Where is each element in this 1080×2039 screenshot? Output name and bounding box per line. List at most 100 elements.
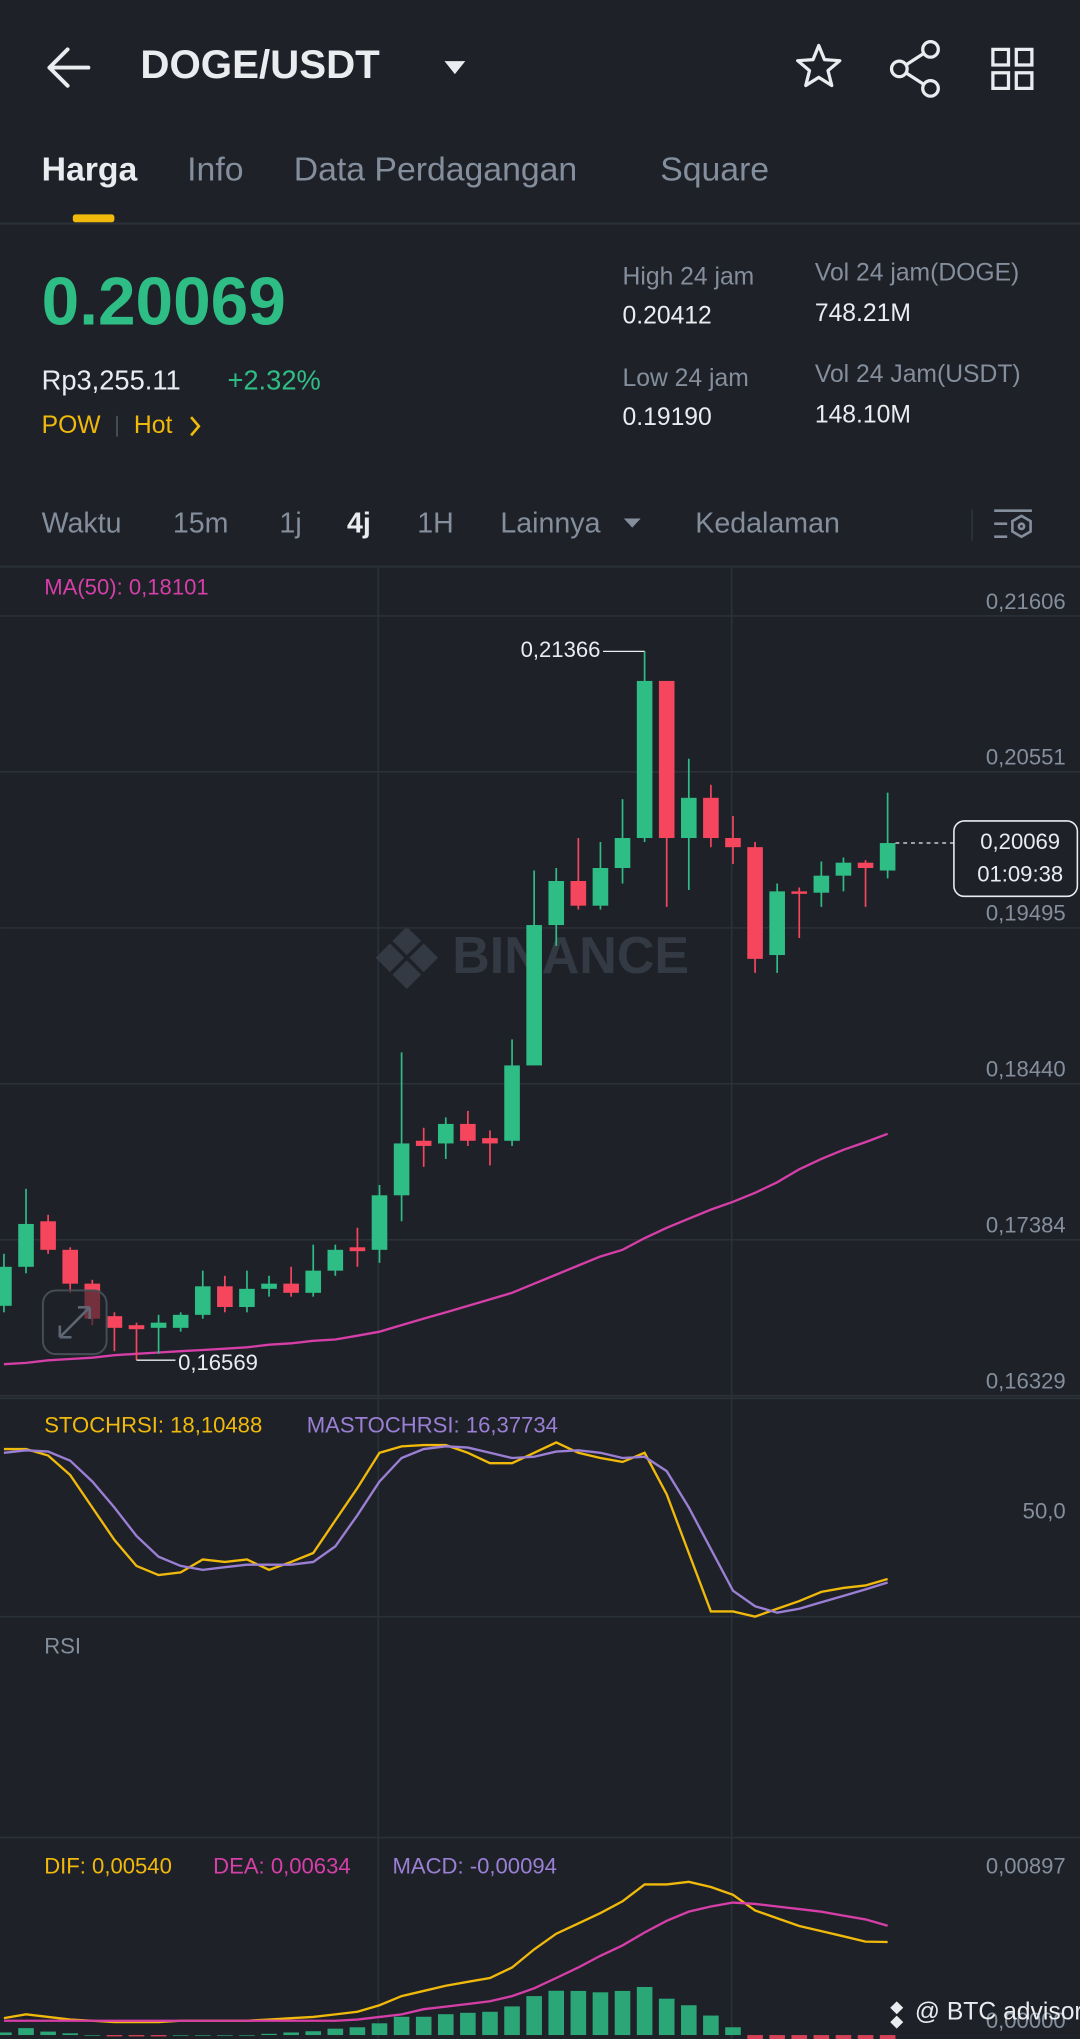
tab[interactable]: Square — [660, 150, 769, 188]
back-button[interactable] — [47, 47, 91, 88]
histogram-bar — [460, 2012, 476, 2036]
candle-body — [681, 797, 697, 839]
watermark-text: BINANCE — [452, 927, 689, 985]
histogram-bar — [106, 2035, 123, 2037]
candle-body — [703, 797, 719, 839]
candle-body — [128, 1325, 145, 1330]
histogram-bar — [835, 2035, 852, 2039]
interval-option[interactable]: 1H — [417, 508, 454, 540]
histogram-bar — [636, 1986, 653, 2036]
histogram-bar — [504, 2006, 520, 2036]
tab[interactable]: Data Perdagangan — [294, 150, 577, 188]
price-change: +2.32% — [227, 364, 320, 395]
legend-entry: DIF: 0,00540 — [44, 1853, 172, 1878]
y-tick-label: 0,17384 — [986, 1213, 1066, 1238]
histogram-bar — [349, 2027, 366, 2036]
indicator-line — [3, 1441, 888, 1618]
histogram-bar — [261, 2033, 277, 2036]
histogram-bar — [327, 2028, 344, 2036]
stat-value: 0.19190 — [623, 404, 712, 431]
candle-body — [614, 838, 631, 869]
legend-entry: STOCHRSI: 18,10488 — [44, 1413, 262, 1438]
stat-value: 0.20412 — [623, 303, 712, 330]
interval-option[interactable]: Lainnya — [500, 508, 600, 540]
histogram-bar — [857, 2035, 874, 2039]
tab[interactable]: Info — [187, 150, 243, 188]
histogram-bar — [84, 2035, 101, 2036]
histogram-bar — [813, 2035, 830, 2039]
active-tab-indicator — [72, 214, 115, 223]
candle-body — [857, 862, 874, 869]
candle-body — [658, 680, 675, 839]
legend-entry: MA(50): 0,18101 — [44, 575, 208, 600]
candle-body — [636, 680, 653, 839]
fiat-price: Rp3,255.11 — [42, 364, 181, 395]
tag[interactable]: Hot — [134, 412, 173, 439]
candle-body — [349, 1247, 366, 1252]
candle-body — [813, 875, 830, 893]
candle-body — [0, 1266, 12, 1306]
tag-chevron[interactable] — [190, 416, 201, 437]
favorite-button[interactable] — [796, 43, 842, 88]
chart-settings-button[interactable] — [994, 509, 1032, 539]
candle-body — [504, 1065, 520, 1141]
interval-option[interactable]: 1j — [279, 508, 301, 540]
candle-body — [437, 1123, 454, 1144]
histogram-bar — [371, 2023, 388, 2036]
pair-caret[interactable] — [444, 61, 466, 75]
layout-button[interactable] — [991, 47, 1034, 90]
histogram-bar — [393, 2016, 410, 2036]
candle-body — [592, 868, 609, 906]
y-tick-label: 0,20551 — [986, 745, 1066, 770]
histogram-bar — [283, 2032, 299, 2036]
expand-icon[interactable] — [58, 1306, 92, 1339]
candle-body — [570, 881, 587, 906]
stat-label: Vol 24 jam(DOGE) — [815, 260, 1019, 287]
indicator-title: RSI — [44, 1634, 81, 1659]
histogram-bar — [592, 1992, 609, 2036]
candle-body — [747, 847, 763, 959]
histogram-bar — [437, 2014, 454, 2036]
legend-entry: DEA: 0,00634 — [213, 1853, 350, 1878]
stat-label: Vol 24 Jam(USDT) — [815, 361, 1021, 388]
histogram-bar — [172, 2035, 189, 2036]
last-price-label: 0,20069 — [980, 829, 1060, 854]
candle-body — [40, 1221, 56, 1250]
interval-option[interactable]: 4j — [347, 508, 371, 540]
candle-body — [217, 1286, 233, 1308]
histogram-bar — [570, 1990, 587, 2036]
histogram-bar — [658, 1998, 675, 2036]
tab[interactable]: Harga — [42, 150, 138, 188]
pair-title[interactable]: DOGE/USDT — [140, 42, 380, 87]
interval-option[interactable]: 15m — [173, 508, 229, 540]
histogram-bar — [703, 2015, 719, 2036]
y-tick-label: 0,19495 — [986, 901, 1066, 926]
tag[interactable]: POW — [42, 412, 102, 439]
candle-body — [526, 925, 542, 1066]
share-button[interactable] — [889, 39, 940, 98]
histogram-bar — [40, 2031, 56, 2036]
stat-value: 748.21M — [815, 300, 911, 327]
candle-body — [371, 1195, 388, 1250]
candle-body — [18, 1223, 34, 1267]
stat-label: High 24 jam — [623, 264, 755, 291]
more-caret[interactable] — [623, 518, 641, 528]
candle-body — [835, 862, 852, 876]
candle-body — [239, 1288, 255, 1308]
histogram-bar — [725, 2027, 741, 2036]
histogram-bar — [62, 2033, 79, 2036]
indicator-line — [3, 1445, 888, 1614]
interval-option[interactable]: Waktu — [42, 508, 122, 540]
candle-body — [172, 1314, 189, 1328]
histogram-bar — [0, 2032, 12, 2036]
histogram-bar — [681, 2005, 697, 2036]
max-label: 0,21366 — [521, 637, 601, 662]
footer-credit: @ BTC advisor — [915, 1999, 1080, 2026]
histogram-bar — [239, 2035, 255, 2036]
histogram-bar — [415, 2016, 432, 2036]
candle-body — [791, 891, 808, 894]
legend-entry: MASTOCHRSI: 16,37734 — [307, 1413, 558, 1438]
histogram-bar — [747, 2035, 763, 2039]
interval-option[interactable]: Kedalaman — [695, 508, 840, 540]
